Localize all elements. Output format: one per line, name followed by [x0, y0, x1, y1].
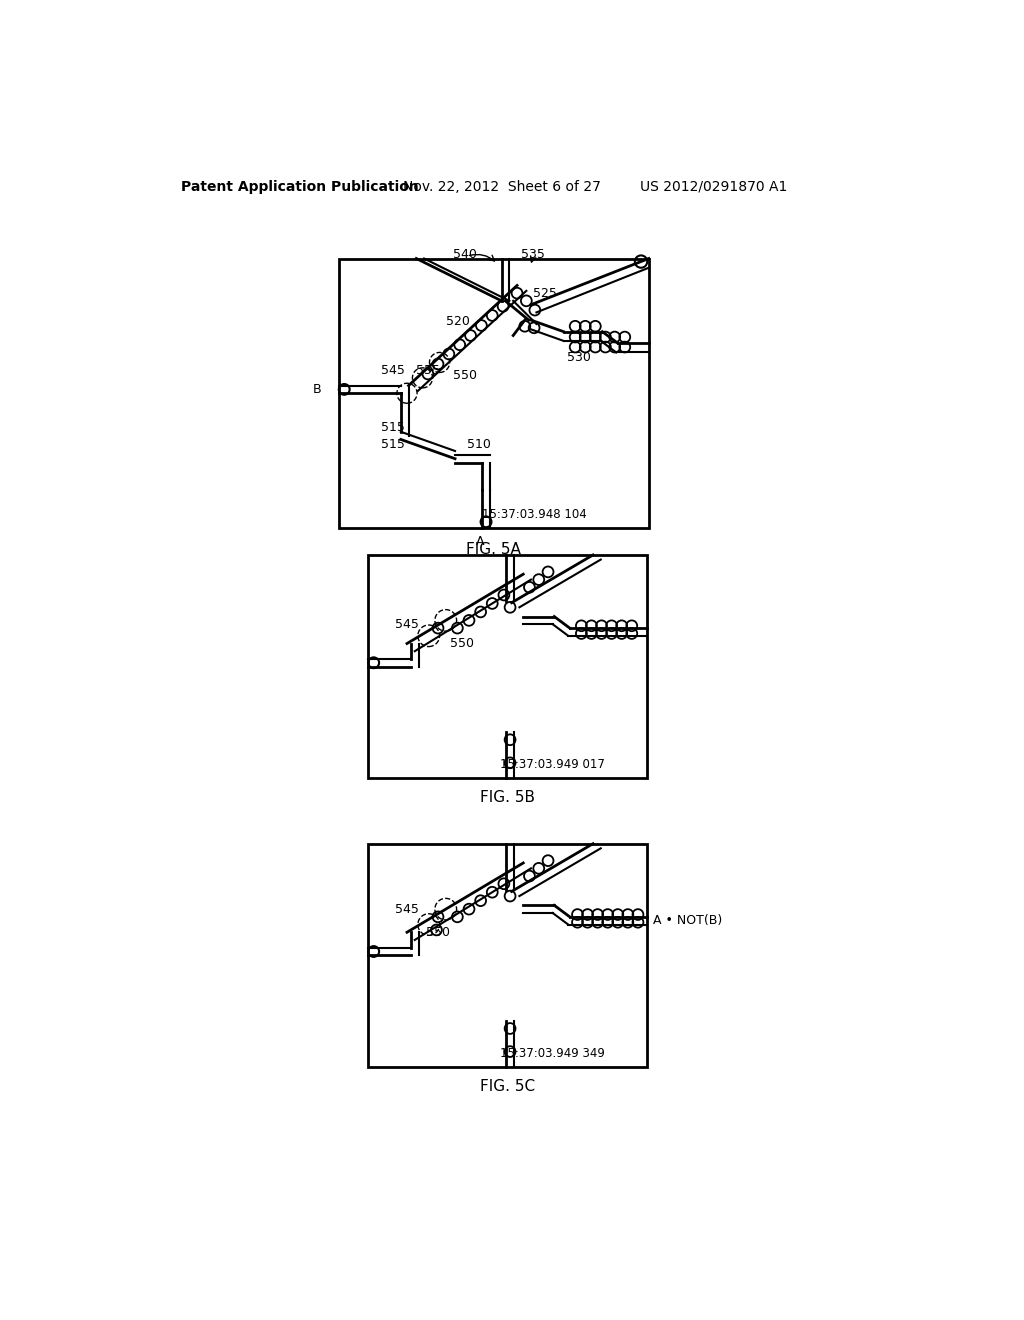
- Bar: [369, 554, 647, 779]
- Text: 550: 550: [450, 638, 474, 649]
- Text: 550: 550: [426, 925, 451, 939]
- Text: 15:37:03.948 104: 15:37:03.948 104: [482, 508, 587, 520]
- Text: FIG. 5C: FIG. 5C: [480, 1078, 536, 1094]
- Text: 545: 545: [381, 363, 406, 376]
- Bar: [369, 843, 647, 1067]
- Text: A • NOT(B): A • NOT(B): [653, 915, 723, 927]
- Text: 515: 515: [381, 438, 406, 451]
- Text: 15:37:03.949 017: 15:37:03.949 017: [500, 758, 605, 771]
- Text: 545: 545: [395, 903, 419, 916]
- Text: 530: 530: [567, 351, 591, 363]
- Text: Nov. 22, 2012  Sheet 6 of 27: Nov. 22, 2012 Sheet 6 of 27: [403, 180, 601, 194]
- Text: 520: 520: [445, 315, 470, 329]
- Text: US 2012/0291870 A1: US 2012/0291870 A1: [640, 180, 786, 194]
- Text: 540: 540: [454, 248, 477, 261]
- Text: FIG. 5B: FIG. 5B: [480, 789, 536, 805]
- Text: 510: 510: [467, 438, 490, 451]
- Text: 525: 525: [532, 286, 556, 300]
- Text: Patent Application Publication: Patent Application Publication: [180, 180, 419, 194]
- Bar: [339, 259, 649, 528]
- Text: FIG. 5A: FIG. 5A: [466, 543, 521, 557]
- Text: 550: 550: [454, 370, 477, 381]
- Text: B: B: [313, 383, 322, 396]
- Text: 15:37:03.949 349: 15:37:03.949 349: [500, 1047, 605, 1060]
- Text: A: A: [476, 536, 485, 548]
- Text: 545: 545: [395, 618, 419, 631]
- Text: 515: 515: [381, 421, 406, 434]
- Text: 535: 535: [521, 248, 545, 261]
- Text: 555: 555: [417, 363, 440, 376]
